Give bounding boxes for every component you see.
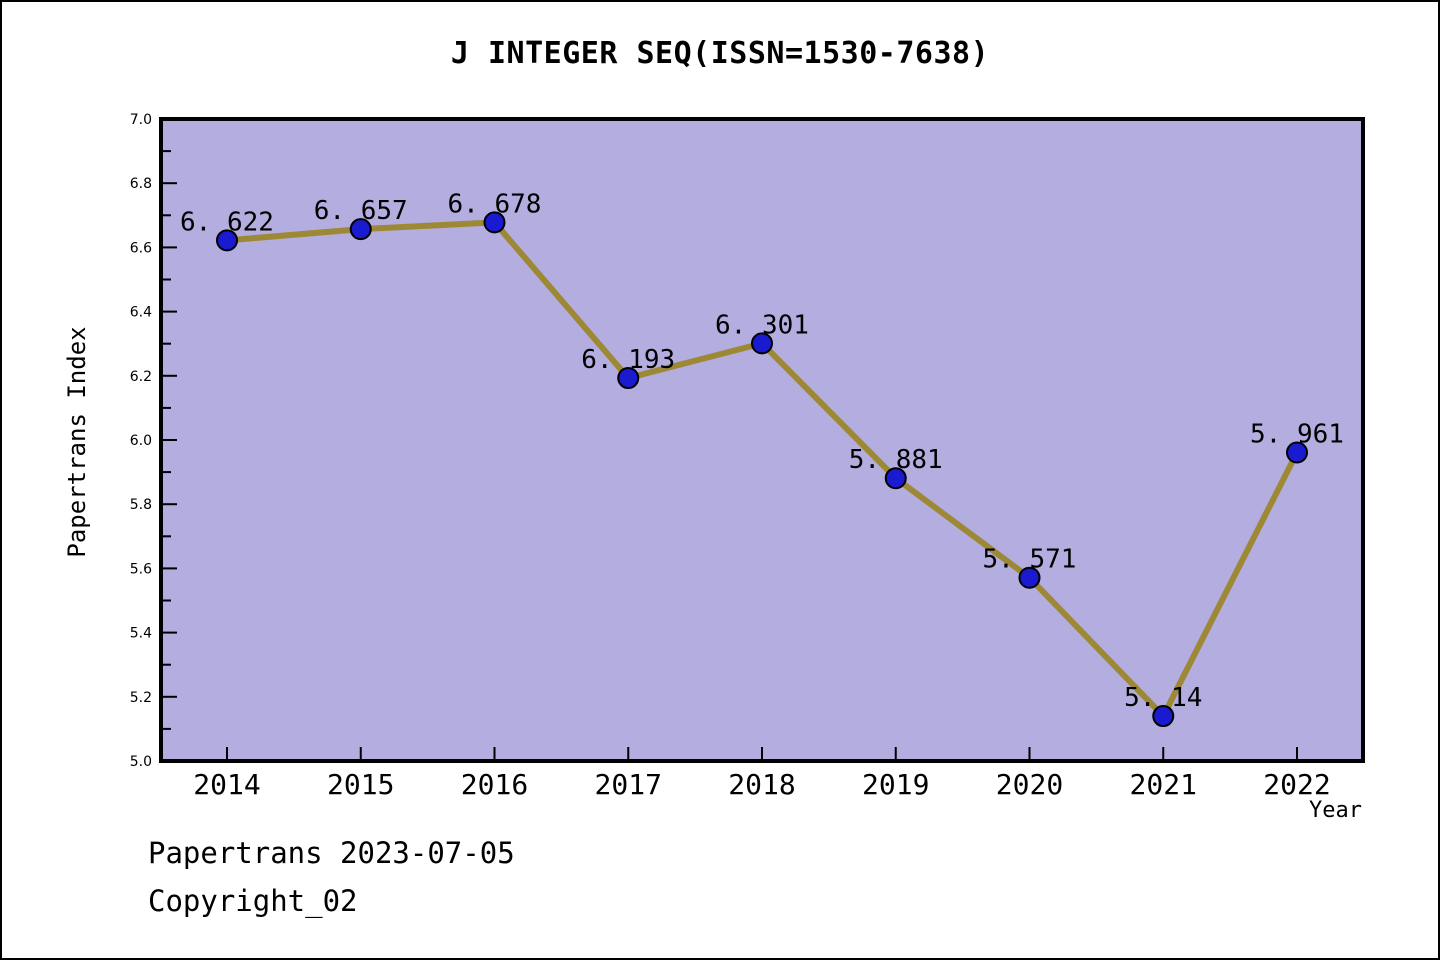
data-point-label: 5. 881 xyxy=(849,445,943,475)
data-point-label: 5. 961 xyxy=(1250,420,1344,450)
data-point xyxy=(1286,441,1308,464)
y-tick-label: 5.0 xyxy=(130,754,152,770)
data-point xyxy=(483,211,506,234)
y-tick-label: 6.2 xyxy=(130,369,152,385)
x-tick-label: 2020 xyxy=(996,768,1063,801)
data-point xyxy=(349,218,372,241)
x-axis-title: Year xyxy=(1309,798,1362,823)
y-tick-label: 5.2 xyxy=(130,690,152,706)
data-point-label: 5. 571 xyxy=(983,545,1077,575)
x-tick-label: 2016 xyxy=(461,768,528,801)
y-tick-label: 6.0 xyxy=(130,433,152,449)
data-point xyxy=(751,332,773,355)
data-point-label: 6. 301 xyxy=(715,310,809,340)
data-point-label: 6. 193 xyxy=(581,345,675,375)
x-tick-label: 2022 xyxy=(1263,768,1330,801)
y-tick-label: 6.8 xyxy=(130,176,152,192)
chart-title: J INTEGER SEQ(ISSN=1530-7638) xyxy=(450,36,990,71)
x-tick-label: 2019 xyxy=(862,768,929,801)
data-point xyxy=(617,367,640,390)
y-tick-label: 5.8 xyxy=(130,497,152,513)
y-tick-label: 7.0 xyxy=(130,112,152,128)
footer-copyright: Copyright_02 xyxy=(148,884,358,918)
x-tick-label: 2021 xyxy=(1130,768,1197,801)
y-tick-label: 6.4 xyxy=(130,305,152,321)
data-point xyxy=(216,229,238,252)
x-tick-label: 2014 xyxy=(193,768,260,801)
data-point-label: 6. 678 xyxy=(448,189,542,219)
y-tick-label: 5.4 xyxy=(130,626,152,642)
x-tick-label: 2017 xyxy=(595,768,662,801)
data-point xyxy=(1152,705,1175,728)
x-tick-label: 2018 xyxy=(728,768,795,801)
data-point xyxy=(884,467,907,490)
data-point-label: 5. 14 xyxy=(1124,683,1202,713)
data-point-label: 6. 657 xyxy=(314,196,408,226)
x-tick-label: 2015 xyxy=(327,768,394,801)
y-tick-label: 6.6 xyxy=(130,240,152,256)
y-tick-label: 5.6 xyxy=(130,561,152,577)
data-point xyxy=(1018,566,1041,589)
footer-watermark: Papertrans 2023-07-05 xyxy=(148,836,515,870)
data-point-label: 6. 622 xyxy=(180,207,274,237)
